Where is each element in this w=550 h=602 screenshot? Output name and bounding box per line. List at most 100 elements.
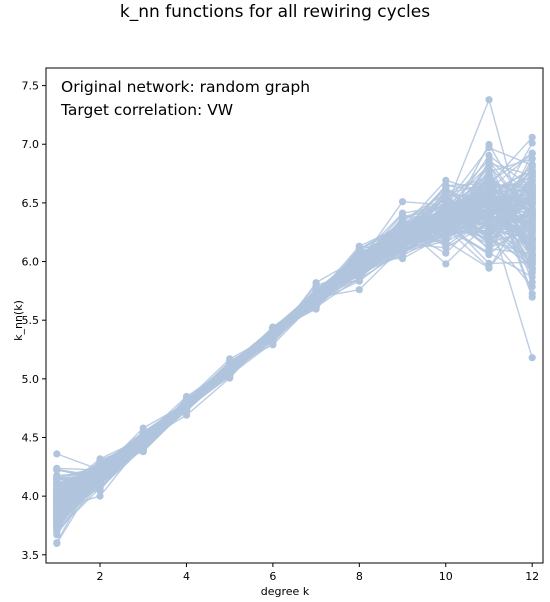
x-tick-label: 4 [183, 570, 190, 583]
series-line [56, 206, 533, 479]
x-tick-label: 2 [97, 570, 104, 583]
data-point [442, 249, 450, 257]
data-point [485, 140, 493, 149]
data-point [528, 264, 536, 272]
data-point [442, 260, 450, 268]
data-point [312, 304, 320, 312]
data-point [528, 273, 536, 281]
data-point [528, 233, 536, 241]
series-line [56, 188, 533, 532]
series-line [56, 208, 533, 510]
data-point [312, 296, 320, 304]
data-point [485, 224, 493, 232]
data-point [528, 293, 536, 301]
data-point [485, 236, 493, 244]
data-point [528, 171, 536, 179]
data-point [53, 514, 61, 522]
data-point [528, 278, 536, 286]
data-point [528, 182, 536, 190]
data-point [442, 222, 450, 230]
data-point [485, 96, 493, 104]
series-points [53, 96, 536, 548]
series-line [56, 224, 533, 521]
y-tick-label: 7.0 [22, 138, 40, 151]
data-point [312, 290, 320, 298]
y-tick-label: 5.5 [22, 314, 40, 327]
y-tick-label: 3.5 [22, 549, 40, 562]
data-point [355, 250, 363, 259]
data-point [226, 365, 234, 373]
data-point [398, 216, 407, 224]
data-point [528, 199, 536, 207]
series-line [56, 208, 533, 524]
series-line [56, 194, 533, 514]
plot-frame [45, 67, 544, 564]
series-line [56, 214, 533, 524]
data-point [96, 492, 104, 500]
series-line [56, 199, 533, 520]
series-line [56, 207, 533, 519]
data-point [528, 218, 536, 226]
data-point [398, 236, 407, 245]
data-point [528, 139, 536, 147]
data-point [485, 245, 493, 253]
x-axis-label: degree k [260, 585, 310, 598]
series-line [56, 194, 533, 471]
y-axis-ticks: 3.5 4.0 4.5 5.0 5.5 6.0 6.5 7.0 7.5 [22, 80, 46, 562]
series-line [56, 198, 533, 519]
data-point [96, 461, 104, 469]
data-point [355, 265, 363, 273]
data-point [398, 248, 407, 256]
series-line [56, 192, 533, 544]
data-point [442, 209, 450, 217]
data-point [528, 155, 536, 163]
data-point [485, 230, 493, 238]
chart-title: k_nn functions for all rewiring cycles [119, 2, 431, 22]
data-point [53, 479, 61, 488]
series-line [56, 190, 533, 518]
series-line [56, 213, 533, 481]
x-tick-label: 12 [525, 570, 539, 583]
series-line [56, 97, 533, 480]
x-tick-label: 8 [356, 570, 363, 583]
data-point [528, 208, 536, 216]
series-line [56, 192, 533, 526]
data-point [398, 223, 407, 231]
data-point [528, 188, 536, 196]
series-line [56, 196, 533, 524]
series-line [56, 213, 533, 508]
data-point [139, 430, 147, 438]
series-line [56, 215, 533, 530]
y-tick-label: 7.5 [22, 80, 40, 93]
data-point [53, 474, 61, 482]
y-tick-label: 4.0 [22, 490, 40, 503]
data-point [53, 466, 61, 474]
data-point [269, 324, 277, 332]
series-line [56, 200, 533, 512]
data-point [269, 329, 277, 337]
series-line [56, 201, 533, 482]
series-line [56, 210, 533, 511]
data-point [139, 440, 147, 448]
data-point [53, 539, 61, 547]
data-point [528, 245, 536, 253]
data-point [485, 151, 493, 160]
series-line [56, 214, 533, 523]
data-point [355, 256, 363, 264]
data-point [485, 171, 493, 179]
x-axis-ticks: 2 4 6 8 10 12 [97, 563, 539, 583]
data-point [53, 527, 61, 536]
data-point [442, 203, 450, 211]
y-tick-label: 5.0 [22, 373, 40, 386]
data-point [182, 395, 191, 403]
series-line [56, 199, 533, 532]
data-point [442, 182, 450, 190]
series-line [56, 201, 533, 476]
data-point [53, 450, 61, 458]
data-point [528, 133, 536, 141]
data-point [528, 149, 536, 157]
data-point [442, 231, 450, 239]
data-point [485, 203, 493, 211]
series-lines [56, 97, 533, 544]
